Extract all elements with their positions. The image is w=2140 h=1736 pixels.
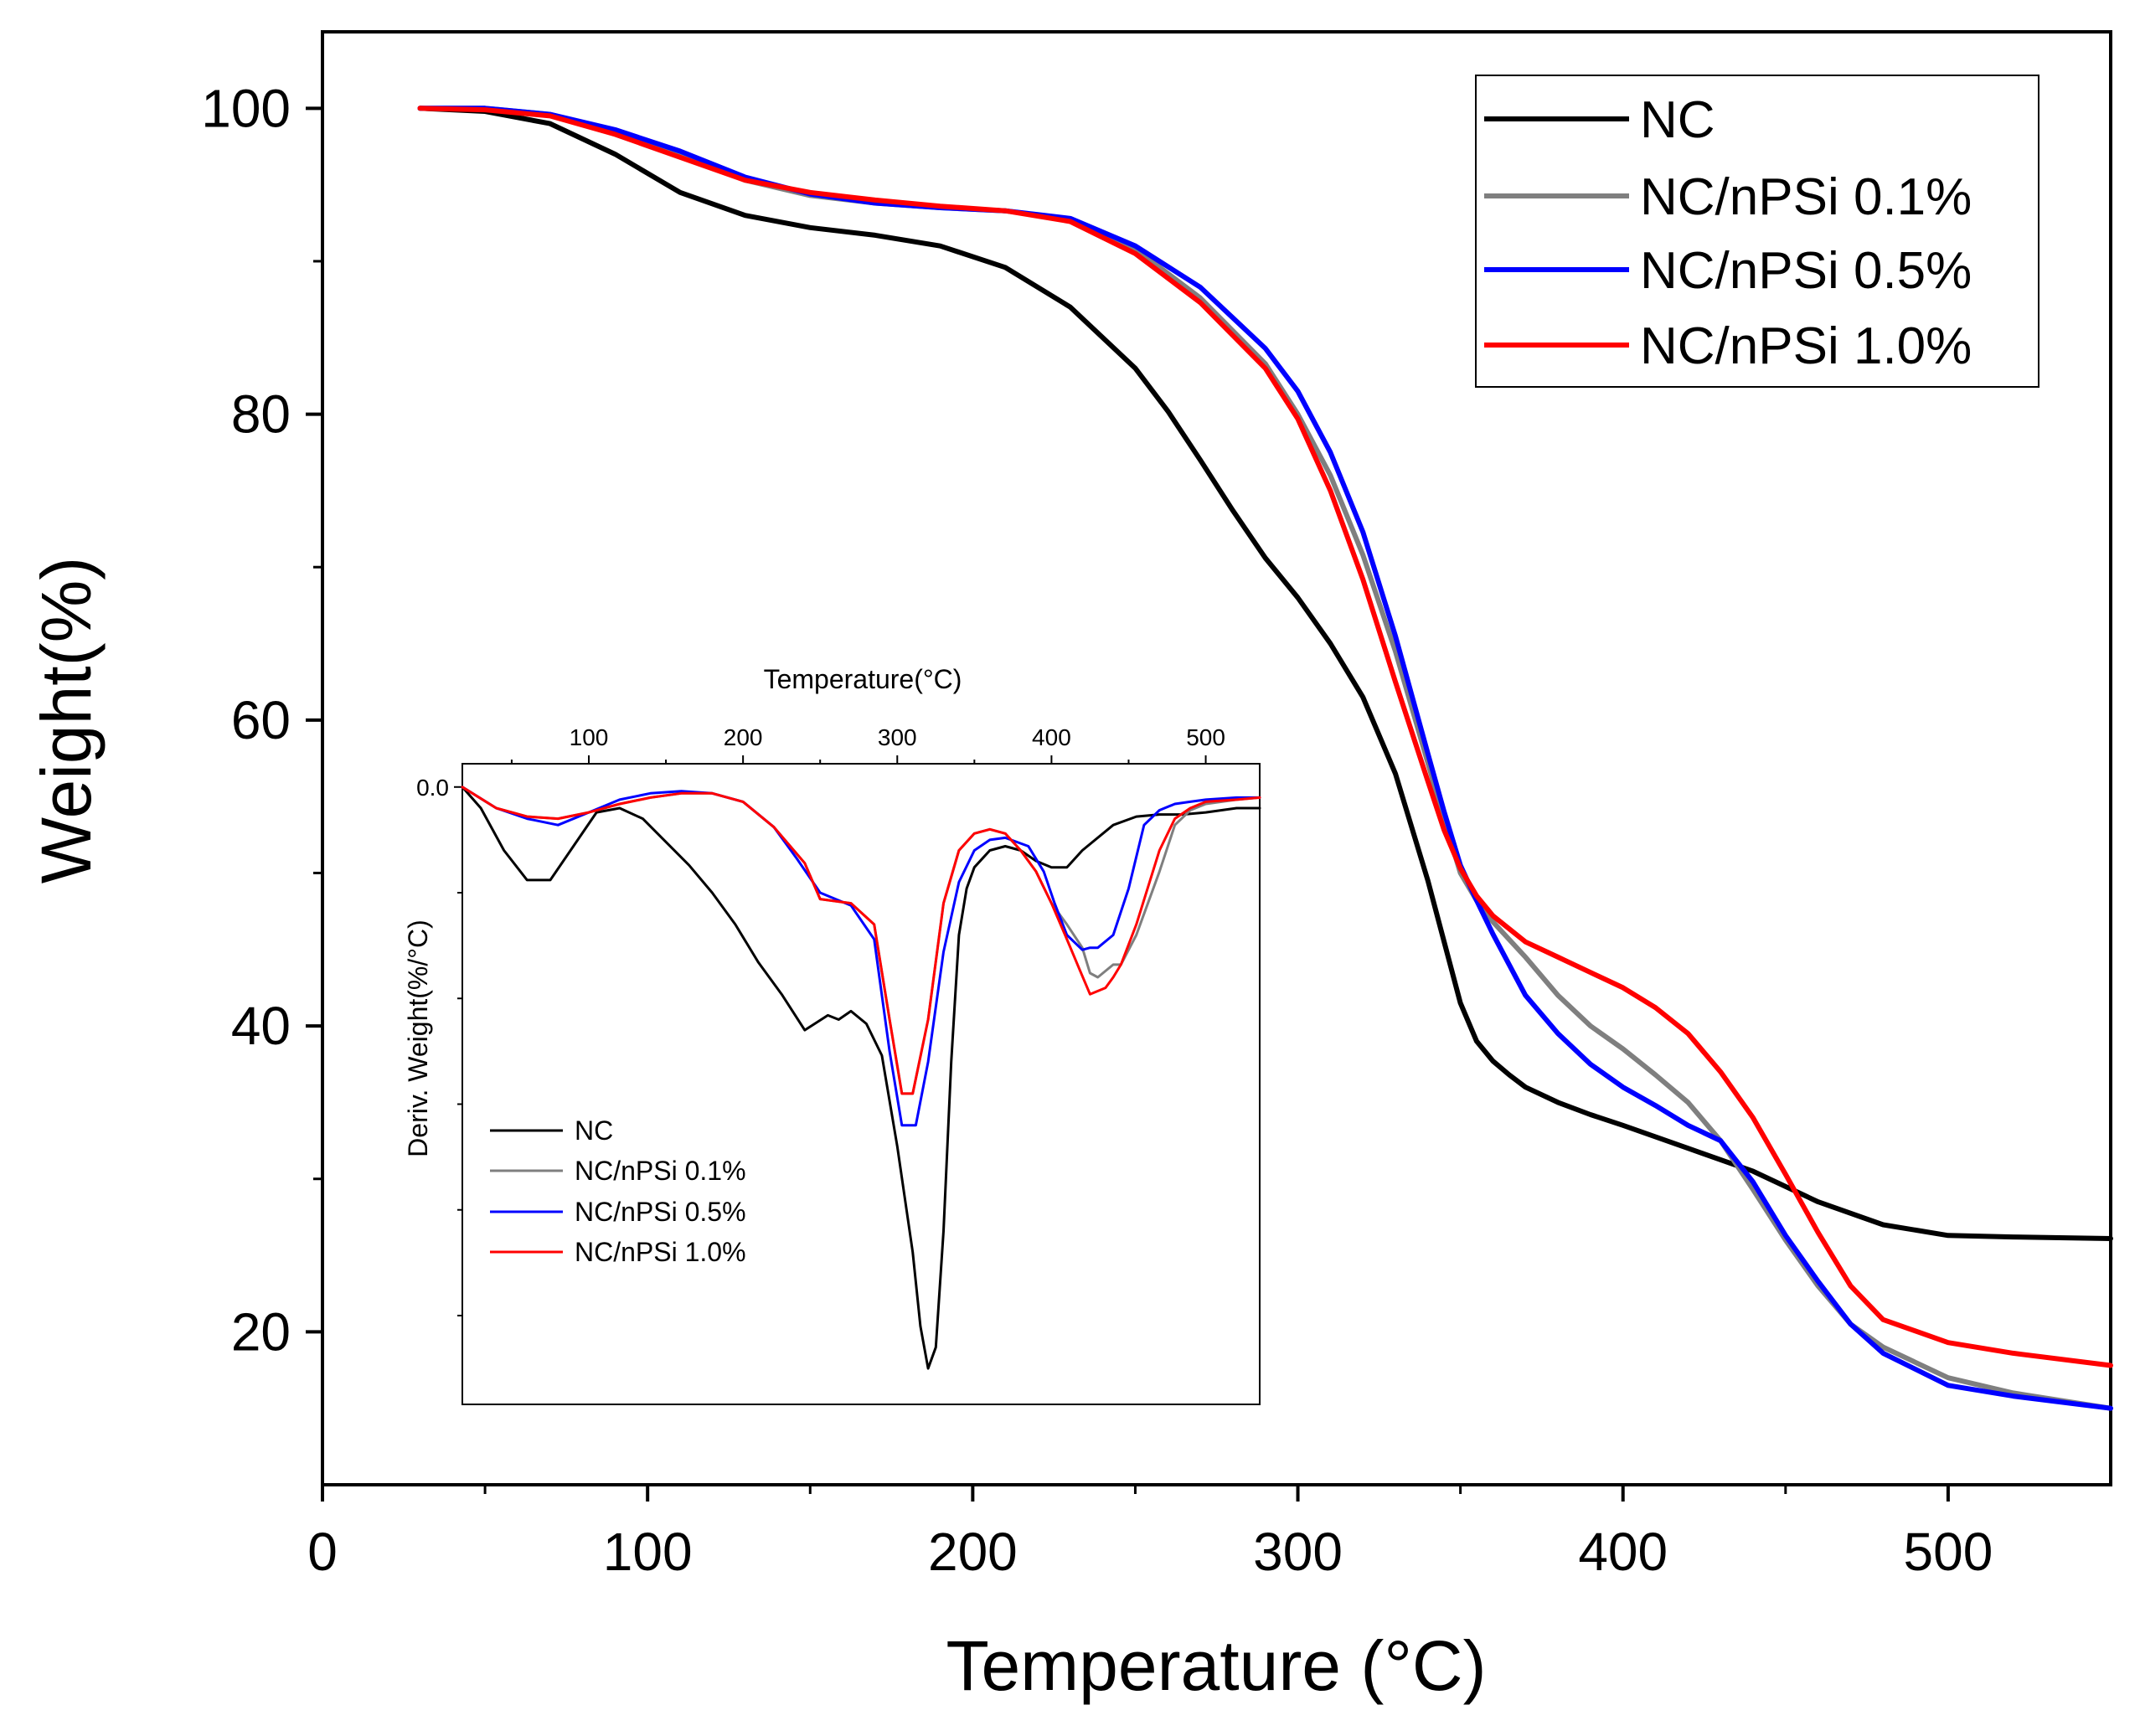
- inset-series-nc: [461, 786, 1261, 1370]
- main-y-tick-label: 80: [231, 384, 291, 445]
- main-x-tick-label: 400: [1578, 1522, 1668, 1582]
- main-ticks: [306, 106, 1950, 1502]
- main-x-tick-label: 300: [1253, 1522, 1343, 1582]
- main-y-tick-label: 40: [231, 996, 291, 1056]
- main-y-tick-label: 60: [231, 690, 291, 750]
- main-x-tick-label: 100: [603, 1522, 693, 1582]
- inset-ticks: [454, 755, 1207, 1316]
- inset-y-tick-label: 0.0: [416, 775, 449, 801]
- inset-x-tick-label: 200: [724, 724, 763, 750]
- inset-x-tick-label: 300: [878, 724, 917, 750]
- inset-x-tick-label: 500: [1186, 724, 1225, 750]
- inset-plot: 100 200 300 400 500 0.0 Temperature(°C) Deriv…: [403, 664, 1261, 1405]
- main-series-nc: [417, 106, 2113, 1241]
- inset-legend: NC NC/nPSi 0.1% NC/nPSi 0.5% NC/nPSi 1.0…: [490, 1115, 746, 1267]
- main-x-tick-label: 200: [928, 1522, 1018, 1582]
- main-y-tick-label: 100: [201, 78, 291, 138]
- main-x-tick-label: 0: [307, 1522, 338, 1582]
- legend-label-nc-npsi-0-5: NC/nPSi 0.5%: [1640, 242, 1972, 300]
- main-legend-box: [1475, 75, 2039, 388]
- inset-legend-label-nc-npsi-0-1: NC/nPSi 0.1%: [575, 1156, 746, 1186]
- legend-label-nc: NC: [1640, 91, 1715, 149]
- inset-y-axis-title: Deriv. Weight(%/°C): [403, 920, 433, 1157]
- main-series-lines: [417, 106, 2113, 1411]
- main-y-tick-label: 20: [231, 1301, 291, 1362]
- inset-legend-label-nc-npsi-1-0: NC/nPSi 1.0%: [575, 1237, 746, 1267]
- main-plot-frame: [321, 30, 2112, 1486]
- inset-x-axis-title: Temperature(°C): [764, 664, 962, 694]
- legend-label-nc-npsi-1-0: NC/nPSi 1.0%: [1640, 317, 1972, 375]
- main-x-axis-title: Temperature (°C): [946, 1626, 1486, 1705]
- main-series-nc-npsi-1-0: [417, 106, 2113, 1368]
- inset-legend-label-nc: NC: [575, 1115, 613, 1146]
- inset-x-tick-label: 400: [1032, 724, 1071, 750]
- inset-series-nc-npsi-0-5: [461, 786, 1261, 1127]
- inset-series-nc-npsi-1-0: [461, 786, 1261, 1095]
- main-legend: NC NC/nPSi 0.1% NC/nPSi 0.5% NC/nPSi 1.0…: [1475, 75, 2039, 388]
- inset-plot-frame: [462, 763, 1261, 1405]
- inset-series-lines: [461, 786, 1261, 1370]
- main-y-axis-title: Weight(%): [27, 557, 106, 884]
- inset-legend-label-nc-npsi-0-5: NC/nPSi 0.5%: [575, 1197, 746, 1227]
- legend-label-nc-npsi-0-1: NC/nPSi 0.1%: [1640, 168, 1972, 226]
- main-plot: 0 100 200 300 400 500 20 40 60 80 100 Temperature …: [27, 30, 2113, 1705]
- inset-x-tick-label: 100: [570, 724, 609, 750]
- inset-tick-labels: 100 200 300 400 500 0.0: [416, 724, 1225, 801]
- main-x-tick-label: 500: [1904, 1522, 1993, 1582]
- main-tick-labels: 0 100 200 300 400 500 20 40 60 80 100: [201, 78, 1993, 1582]
